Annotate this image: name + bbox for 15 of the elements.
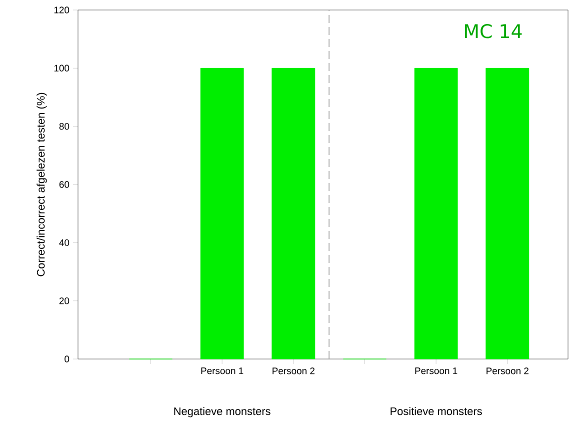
y-tick-label: 100 xyxy=(54,64,70,72)
y-tick-label: 20 xyxy=(59,297,70,304)
y-tick-label: 120 xyxy=(54,6,70,14)
x-tick-label: Persoon 1 xyxy=(201,368,244,374)
y-tick-label: 0 xyxy=(64,356,70,362)
y-tick-label: 60 xyxy=(59,181,70,188)
x-tick-label: Persoon 2 xyxy=(486,368,528,374)
annotation: MC 14 xyxy=(465,24,522,38)
y-axis-title: Correct/incorrect afgelezen testen (%) xyxy=(36,92,47,276)
text: Positieve monsters xyxy=(390,407,482,416)
text: Negatieve monsters xyxy=(174,407,270,418)
x-tick-label: Persoon 2 xyxy=(272,368,314,374)
y-tick-label: 40 xyxy=(59,239,70,246)
x-tick-label: Persoon 1 xyxy=(415,368,458,374)
y-tick-label: 80 xyxy=(59,122,70,130)
